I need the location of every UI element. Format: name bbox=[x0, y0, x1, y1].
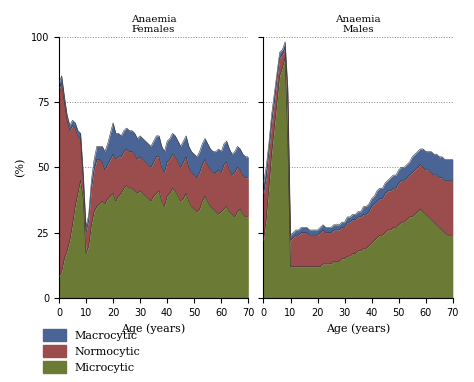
X-axis label: Age (years): Age (years) bbox=[121, 323, 186, 334]
Y-axis label: (%): (%) bbox=[15, 158, 25, 177]
Title: Anaemia
Males: Anaemia Males bbox=[335, 15, 381, 34]
Legend: Macrocytic, Normocytic, Microcytic: Macrocytic, Normocytic, Microcytic bbox=[44, 329, 140, 372]
Title: Anaemia
Females: Anaemia Females bbox=[131, 15, 176, 34]
X-axis label: Age (years): Age (years) bbox=[326, 323, 390, 334]
